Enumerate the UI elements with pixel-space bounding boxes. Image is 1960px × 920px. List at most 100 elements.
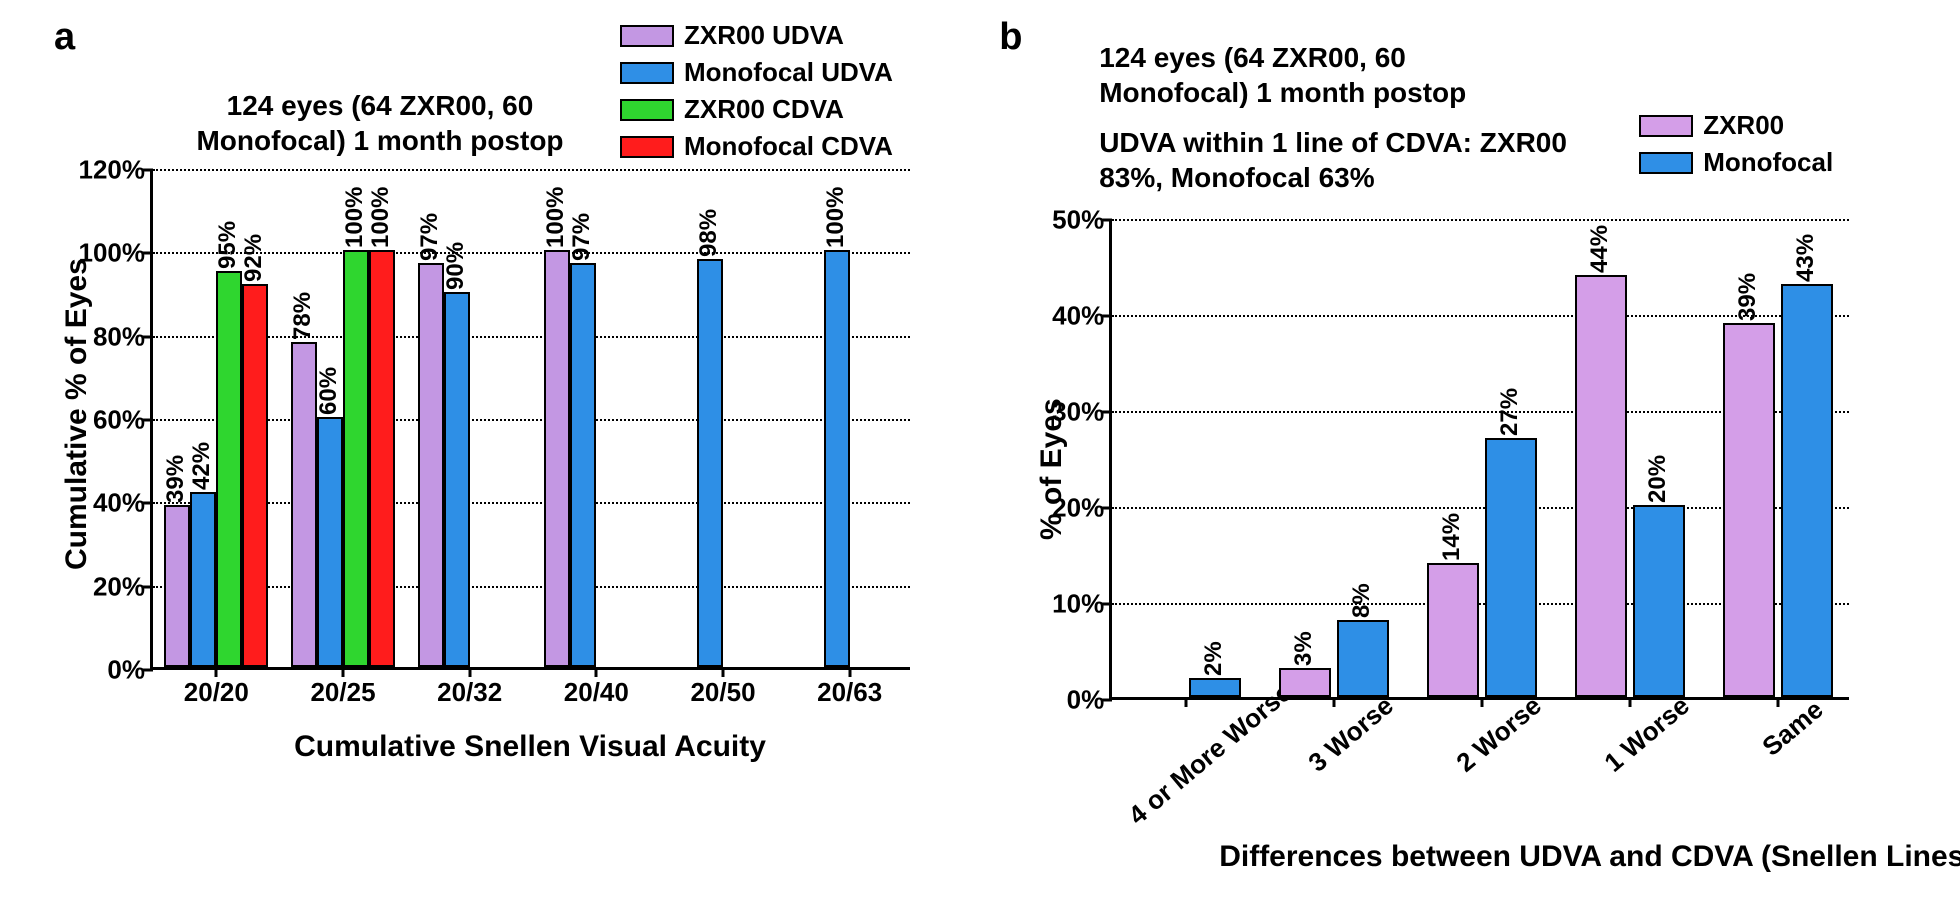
xtick-mark <box>342 667 345 677</box>
panel-a: a 124 eyes (64 ZXR00, 60 Monofocal) 1 mo… <box>20 10 999 910</box>
xtick-mark <box>1481 697 1484 707</box>
legend-swatch <box>620 99 674 121</box>
bar: 44% <box>1575 275 1627 697</box>
legend-label: Monofocal <box>1703 147 1833 178</box>
legend-label: ZXR00 CDVA <box>684 94 844 125</box>
bar-label: 90% <box>442 242 470 290</box>
xtick-label: 20/40 <box>564 677 629 708</box>
panel-b-subtitle-2: UDVA within 1 line of CDVA: ZXR00 83%, M… <box>1099 125 1599 195</box>
panel-b-legend: ZXR00 Monofocal <box>1639 110 1833 184</box>
bar-label: 44% <box>1586 225 1614 273</box>
bar-label: 100% <box>367 187 395 248</box>
legend-label: ZXR00 <box>1703 110 1784 141</box>
bar: 100% <box>369 250 395 667</box>
bar-label: 98% <box>695 209 723 257</box>
legend-item: Monofocal UDVA <box>620 57 893 88</box>
xtick-mark <box>722 667 725 677</box>
bar-label: 95% <box>215 221 243 269</box>
ytick-label: 60% <box>93 405 145 436</box>
ytick-label: 40% <box>93 488 145 519</box>
xtick-mark <box>848 667 851 677</box>
bar-label: 97% <box>416 213 444 261</box>
bar: 97% <box>570 263 596 667</box>
xtick-label: Same <box>1756 694 1829 762</box>
legend-item: ZXR00 <box>1639 110 1833 141</box>
legend-item: Monofocal <box>1639 147 1833 178</box>
legend-label: Monofocal CDVA <box>684 131 893 162</box>
bar: 3% <box>1279 668 1331 697</box>
xtick-label: 20/25 <box>310 677 375 708</box>
bar: 20% <box>1633 505 1685 697</box>
bar: 27% <box>1485 438 1537 697</box>
bar: 97% <box>418 263 444 667</box>
legend-swatch <box>620 62 674 84</box>
legend-label: ZXR00 UDVA <box>684 20 844 51</box>
panel-b-subtitle-1: 124 eyes (64 ZXR00, 60 Monofocal) 1 mont… <box>1099 40 1549 110</box>
xtick-label: 1 Worse <box>1599 690 1696 778</box>
bar-label: 43% <box>1792 234 1820 282</box>
bar-label: 20% <box>1644 455 1672 503</box>
bar: 43% <box>1781 284 1833 697</box>
legend-item: ZXR00 UDVA <box>620 20 893 51</box>
panel-a-label: a <box>54 16 75 59</box>
bar: 100% <box>343 250 369 667</box>
ytick-label: 40% <box>1052 301 1104 332</box>
gridline <box>153 169 910 171</box>
xtick-label: 20/20 <box>184 677 249 708</box>
xtick-mark <box>595 667 598 677</box>
xtick-label: 2 Worse <box>1451 690 1548 778</box>
ytick-label: 120% <box>79 155 146 186</box>
bar: 90% <box>444 292 470 667</box>
bar-label: 60% <box>315 367 343 415</box>
xtick-mark <box>1333 697 1336 707</box>
panel-b-label: b <box>999 16 1022 59</box>
panel-a-subtitle: 124 eyes (64 ZXR00, 60 Monofocal) 1 mont… <box>160 88 600 158</box>
ytick-label: 20% <box>93 571 145 602</box>
xtick-label: 20/50 <box>690 677 755 708</box>
bar-label: 78% <box>289 292 317 340</box>
panel-b: b 124 eyes (64 ZXR00, 60 Monofocal) 1 mo… <box>999 10 1940 910</box>
panel-b-plot: 0%10%20%30%40%50%4 or More Worse2%3 Wors… <box>1109 220 1849 700</box>
bar-label: 97% <box>569 213 597 261</box>
legend-label: Monofocal UDVA <box>684 57 893 88</box>
y-axis-title: Cumulative % of Eyes <box>60 258 94 570</box>
ytick-label: 50% <box>1052 205 1104 236</box>
bar: 92% <box>242 284 268 667</box>
ytick-label: 100% <box>79 238 146 269</box>
bar: 100% <box>544 250 570 667</box>
xtick-mark <box>1185 697 1188 707</box>
xtick-mark <box>1629 697 1632 707</box>
bar-label: 100% <box>822 187 850 248</box>
bar: 14% <box>1427 563 1479 697</box>
bar-label: 100% <box>341 187 369 248</box>
panel-a-legend: ZXR00 UDVA Monofocal UDVA ZXR00 CDVA Mon… <box>620 20 893 168</box>
bar: 78% <box>291 342 317 667</box>
ytick-label: 30% <box>1052 397 1104 428</box>
legend-swatch <box>1639 115 1693 137</box>
figure: a 124 eyes (64 ZXR00, 60 Monofocal) 1 mo… <box>0 0 1960 920</box>
bar: 8% <box>1337 620 1389 697</box>
bar-label: 3% <box>1290 632 1318 667</box>
ytick-label: 80% <box>93 321 145 352</box>
ytick-label: 0% <box>1067 685 1105 716</box>
xtick-mark <box>1777 697 1780 707</box>
bar-label: 39% <box>163 454 191 502</box>
x-axis-title: Differences between UDVA and CDVA (Snell… <box>1219 840 1959 874</box>
bar-label: 100% <box>543 187 571 248</box>
xtick-label: 20/63 <box>817 677 882 708</box>
legend-swatch <box>620 136 674 158</box>
xtick-mark <box>215 667 218 677</box>
bar: 98% <box>697 259 723 667</box>
legend-item: Monofocal CDVA <box>620 131 893 162</box>
bar-label: 14% <box>1438 513 1466 561</box>
ytick-label: 10% <box>1052 589 1104 620</box>
xtick-label: 4 or More Worse <box>1123 677 1299 831</box>
xtick-label: 3 Worse <box>1303 690 1400 778</box>
bar-label: 92% <box>241 234 269 282</box>
xtick-label: 20/32 <box>437 677 502 708</box>
x-axis-title: Cumulative Snellen Visual Acuity <box>150 730 910 764</box>
legend-item: ZXR00 CDVA <box>620 94 893 125</box>
legend-swatch <box>620 25 674 47</box>
bar: 100% <box>824 250 850 667</box>
gridline <box>1112 219 1849 221</box>
